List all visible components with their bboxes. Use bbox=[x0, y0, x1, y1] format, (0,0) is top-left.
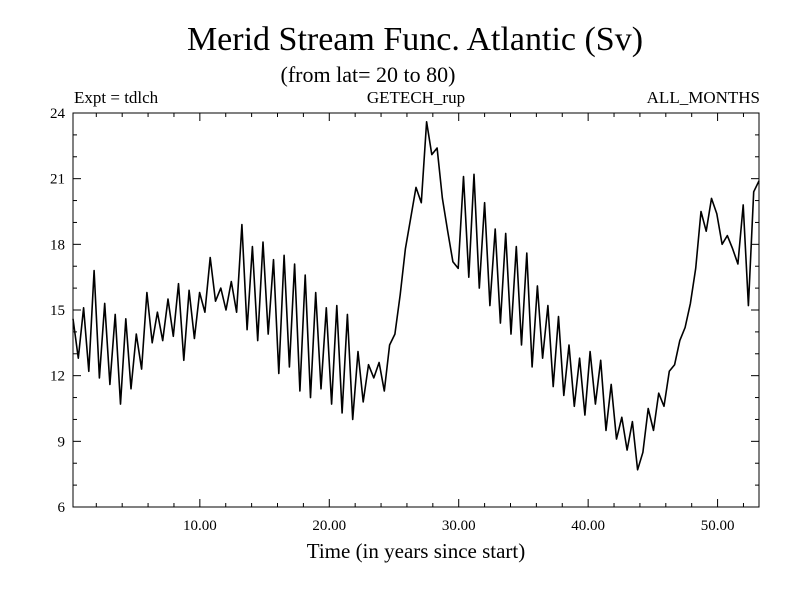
x-axis-label: Time (in years since start) bbox=[307, 539, 526, 563]
axis-ticks bbox=[73, 112, 759, 508]
x-tick-label: 20.00 bbox=[312, 518, 346, 534]
x-tick-labels: 10.00 20.00 30.00 40.00 50.00 bbox=[183, 518, 734, 534]
y-tick-label: 24 bbox=[50, 106, 66, 122]
y-tick-label: 9 bbox=[58, 434, 66, 450]
series-line bbox=[72, 121, 760, 471]
x-tick-label: 30.00 bbox=[442, 518, 476, 534]
y-tick-label: 6 bbox=[58, 500, 66, 516]
series-group bbox=[72, 121, 760, 471]
y-tick-labels: 6 9 12 15 18 21 24 bbox=[50, 106, 66, 516]
y-tick-label: 21 bbox=[50, 172, 65, 188]
chart-title: Merid Stream Func. Atlantic (Sv) bbox=[187, 21, 643, 58]
y-tick-label: 15 bbox=[50, 303, 65, 319]
chart-subtitle: (from lat= 20 to 80) bbox=[281, 62, 456, 87]
dataset-label: GETECH_rup bbox=[367, 88, 465, 107]
x-tick-label: 10.00 bbox=[183, 518, 217, 534]
x-tick-label: 40.00 bbox=[571, 518, 605, 534]
experiment-label: Expt = tdlch bbox=[74, 88, 159, 107]
y-tick-label: 12 bbox=[50, 369, 65, 385]
months-label: ALL_MONTHS bbox=[647, 88, 760, 107]
x-tick-label: 50.00 bbox=[701, 518, 735, 534]
y-tick-label: 18 bbox=[50, 237, 65, 253]
